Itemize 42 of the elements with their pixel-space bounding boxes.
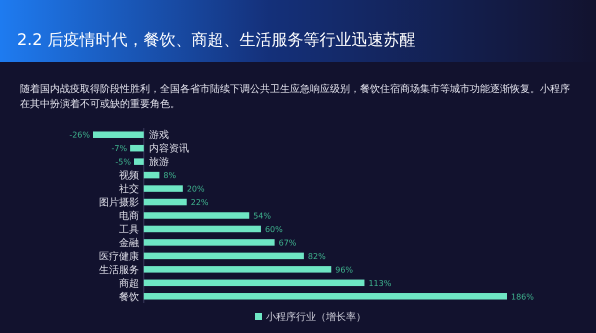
data-label: 96%: [335, 265, 354, 274]
bar: [144, 198, 187, 206]
bar: [144, 252, 304, 260]
bar: [144, 226, 261, 232]
data-label: 113%: [368, 278, 392, 288]
data-label: 20%: [186, 184, 206, 194]
bar: [93, 131, 144, 138]
chart-subtitle: 随着国内战疫取得阶段性胜利，全国各省市陆续下调公共卫生应急响应级别，餐饮住宿商场集市等城市功能逐渐恢复。小程序在其中扮演着不可或缺的重要角色。: [20, 83, 570, 110]
y-tick-label: 电商: [118, 210, 139, 222]
y-tick-label: 旅游: [148, 156, 169, 168]
y-tick-label: 游戏: [148, 129, 169, 142]
y-tick-label: 金融: [118, 236, 139, 249]
y-tick-label: 餐饮: [118, 290, 139, 303]
y-tick-label: 图片摄影: [98, 196, 139, 209]
bar: [144, 172, 160, 178]
bar: [144, 185, 183, 192]
y-tick-label: 生活服务: [98, 264, 139, 276]
y-tick-label: 医疗健康: [98, 250, 139, 262]
data-label: 54%: [253, 212, 272, 220]
data-label: -5%: [115, 158, 132, 167]
legend-label: 小程序行业（增长率）: [266, 311, 366, 323]
chart-title: 2.2 后疫情时代，餐饮、商超、生活服务等行业迅速苏醒: [17, 30, 416, 49]
data-label: 22%: [190, 198, 209, 208]
y-tick-label: 工具: [118, 224, 139, 236]
data-label: 186%: [511, 292, 534, 302]
y-tick-label: 视频: [118, 170, 139, 182]
y-tick-label: 商超: [118, 277, 139, 290]
bar: [134, 158, 144, 165]
data-label: 60%: [264, 224, 284, 234]
y-tick-label: 内容资讯: [148, 142, 189, 155]
data-label: -7%: [112, 144, 128, 154]
bar: [144, 266, 332, 273]
bar: [144, 212, 250, 219]
bar: [144, 280, 364, 286]
y-tick-label: 社交: [118, 183, 139, 196]
data-label: 67%: [278, 238, 297, 248]
data-label: 82%: [308, 252, 326, 261]
data-label: 8%: [163, 171, 176, 180]
data-label: -26%: [69, 130, 90, 140]
bar: [130, 144, 144, 152]
bar: [144, 239, 275, 246]
bar: [144, 293, 507, 300]
